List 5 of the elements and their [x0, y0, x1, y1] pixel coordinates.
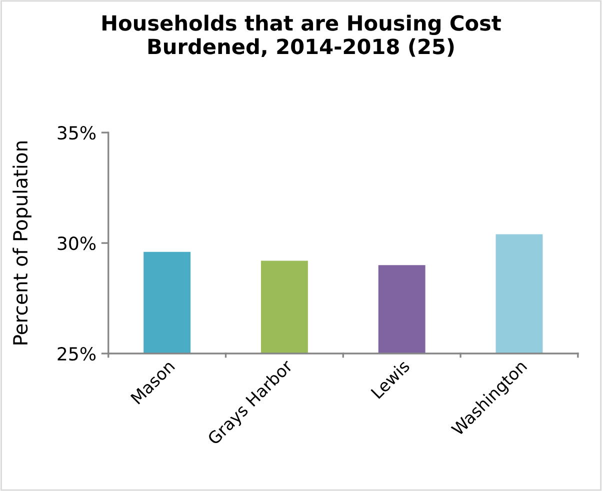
chart-title: Households that are Housing Cost Burdened, 2014-2018 (25) — [102, 14, 501, 58]
y-tick-label: 25% — [58, 346, 96, 361]
y-axis-title: Percent of Population — [12, 142, 32, 344]
y-tick-label: 35% — [58, 126, 96, 140]
y-tick-label: 30% — [58, 236, 96, 250]
